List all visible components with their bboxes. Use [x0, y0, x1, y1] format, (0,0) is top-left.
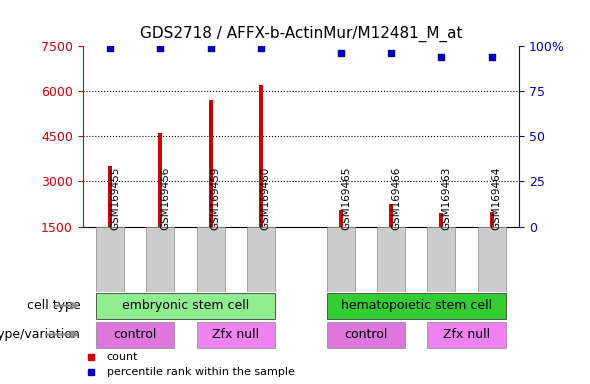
Point [256, 45, 266, 51]
Bar [158, 133, 162, 227]
Bar [146, 227, 175, 292]
Bar [247, 227, 275, 292]
Bar [108, 166, 112, 227]
Point [206, 45, 215, 51]
Text: cell type: cell type [27, 299, 80, 312]
Point [336, 50, 346, 56]
Bar [377, 227, 405, 292]
Point [386, 50, 396, 56]
Bar [339, 210, 343, 227]
Bar [259, 85, 263, 227]
Text: GSM169463: GSM169463 [441, 166, 451, 230]
Text: embryonic stem cell: embryonic stem cell [122, 299, 249, 312]
Bar [427, 322, 506, 348]
Bar [427, 227, 455, 292]
Bar [327, 322, 405, 348]
Bar [96, 322, 175, 348]
Bar [440, 213, 444, 227]
Text: GSM169465: GSM169465 [341, 166, 351, 230]
Title: GDS2718 / AFFX-b-ActinMur/M12481_M_at: GDS2718 / AFFX-b-ActinMur/M12481_M_at [140, 26, 462, 42]
Bar [208, 100, 212, 227]
Bar [96, 293, 275, 319]
Point [437, 54, 446, 60]
Bar [196, 227, 225, 292]
Bar [490, 212, 494, 227]
Text: percentile rank within the sample: percentile rank within the sample [107, 367, 294, 377]
Text: GSM169464: GSM169464 [491, 166, 502, 230]
Text: Zfx null: Zfx null [443, 328, 490, 341]
Text: control: control [114, 328, 157, 341]
Text: GSM169456: GSM169456 [160, 166, 171, 230]
Bar [327, 293, 506, 319]
Text: Zfx null: Zfx null [212, 328, 259, 341]
Text: GSM169455: GSM169455 [110, 166, 120, 230]
Text: GSM169459: GSM169459 [211, 166, 221, 230]
Bar [477, 227, 506, 292]
Text: count: count [107, 352, 138, 362]
Text: genotype/variation: genotype/variation [0, 328, 80, 341]
Text: hematopoietic stem cell: hematopoietic stem cell [341, 299, 492, 312]
Text: GSM169466: GSM169466 [391, 166, 401, 230]
Point [156, 45, 165, 51]
Bar [389, 204, 394, 227]
Bar [96, 227, 124, 292]
Point [487, 54, 496, 60]
Text: GSM169460: GSM169460 [261, 167, 271, 230]
Point [106, 45, 115, 51]
Bar [327, 227, 355, 292]
Bar [196, 322, 275, 348]
Text: control: control [345, 328, 388, 341]
